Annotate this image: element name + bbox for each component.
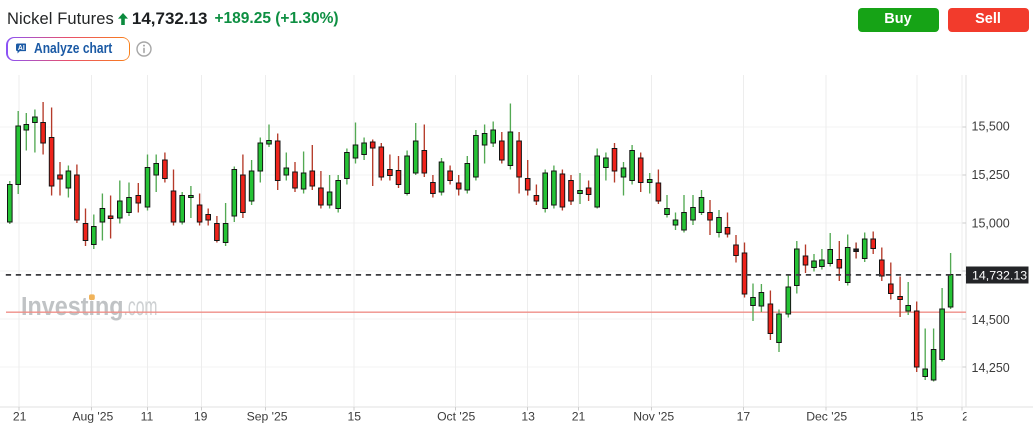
svg-text:15,000: 15,000 (972, 216, 1010, 230)
svg-text:19: 19 (194, 410, 208, 424)
svg-text:15: 15 (348, 410, 362, 424)
svg-text:.com: .com (124, 291, 158, 321)
svg-text:14,732.13: 14,732.13 (972, 269, 1027, 283)
svg-text:14,500: 14,500 (972, 313, 1010, 327)
svg-text:13: 13 (521, 410, 535, 424)
svg-text:AI: AI (17, 46, 24, 53)
svg-text:15,500: 15,500 (972, 120, 1010, 134)
svg-text:Oct '25: Oct '25 (437, 410, 475, 424)
svg-text:Aug '25: Aug '25 (72, 410, 113, 424)
svg-text:14,250: 14,250 (972, 361, 1010, 375)
svg-text:17: 17 (737, 410, 751, 424)
svg-text:Nov '25: Nov '25 (633, 410, 674, 424)
svg-text:15,250: 15,250 (972, 168, 1010, 182)
svg-text:15: 15 (910, 410, 924, 424)
svg-text:Investing: Investing (21, 293, 124, 321)
svg-text:21: 21 (13, 410, 27, 424)
svg-text:2: 2 (962, 410, 969, 424)
svg-text:Dec '25: Dec '25 (806, 410, 847, 424)
svg-text:Sep '25: Sep '25 (247, 410, 288, 424)
svg-text:21: 21 (572, 410, 586, 424)
svg-text:11: 11 (141, 410, 154, 424)
